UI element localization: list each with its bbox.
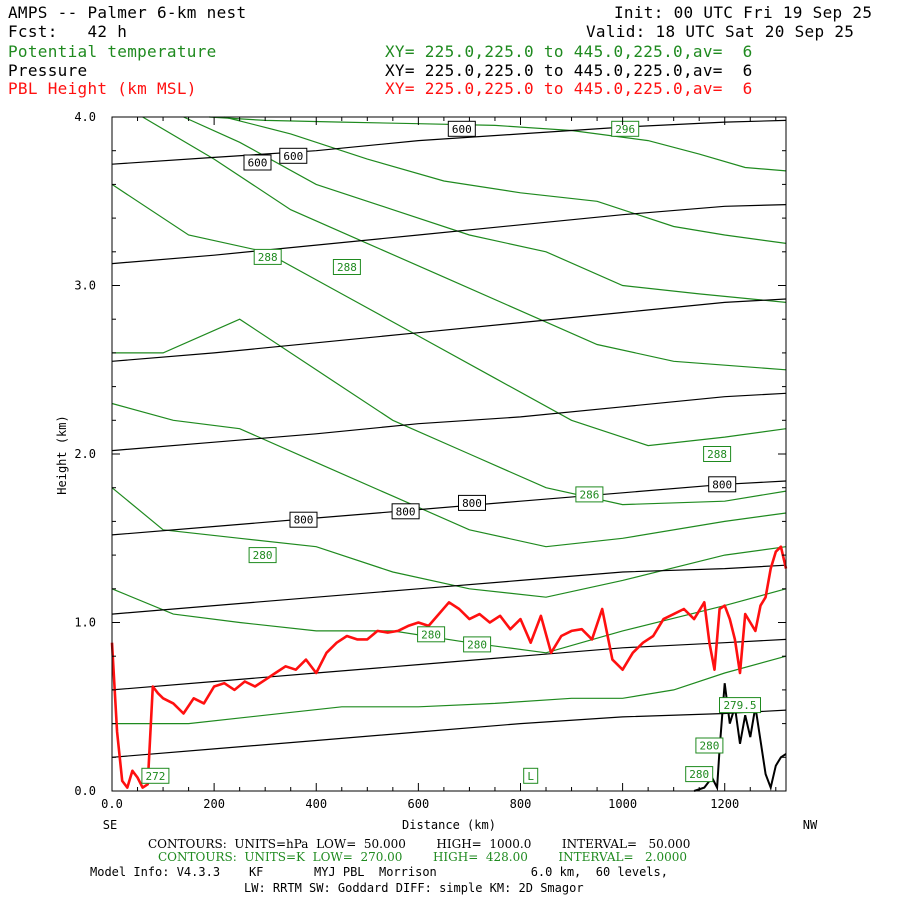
theta-label: 280: [421, 628, 441, 641]
field-theta-xy: XY= 225.0,225.0 to 445.0,225.0,av= 6: [385, 42, 753, 61]
theta-label-box: [695, 737, 724, 754]
field-pressure-xy: XY= 225.0,225.0 to 445.0,225.0,av= 6: [385, 61, 753, 80]
theta-contour-282: [111, 487, 787, 598]
pressure-label-box: [243, 154, 272, 171]
field-pressure-name: Pressure: [8, 61, 88, 80]
model-info: Model Info: V4.3.3 KF MYJ PBL Morrison 6…: [90, 865, 668, 879]
pressure-label: 800: [712, 478, 732, 491]
x-tick-label: 1000: [608, 797, 637, 811]
field-theta-name: Potential temperature: [8, 42, 217, 61]
axes-ticks: 0.0 200 400 600 800 1000 1200 0.0 1.0 2.0 3.0 4.0: [74, 110, 786, 811]
pressure-contours: [111, 119, 787, 758]
theta-contour-296: [208, 116, 787, 172]
theta-label: 288: [337, 261, 357, 274]
theta-contour-280: [111, 588, 787, 654]
pressure-label: 800: [462, 497, 482, 510]
x-tick-label: 1200: [710, 797, 739, 811]
theta-contour-284: [111, 402, 787, 548]
terrain-line: [693, 683, 787, 792]
theta-label: 280: [253, 549, 273, 562]
theta-label-box: [575, 486, 604, 503]
pressure-contour-650: [111, 204, 787, 265]
pressure-contour-750: [111, 392, 787, 452]
x-tick-label: 400: [305, 797, 327, 811]
valid-time: Valid: 18 UTC Sat 20 Sep 25: [586, 22, 855, 41]
theta-label-box: [463, 636, 492, 653]
theta-label-box: [523, 767, 539, 784]
theta-label-box: [332, 259, 361, 275]
contours-theta-info: CONTOURS: UNITS=K LOW= 270.00 HIGH= 428.…: [158, 850, 687, 864]
pressure-contour-600: [111, 119, 787, 165]
theta-label: 296: [615, 123, 635, 136]
init-time: Init: 00 UTC Fri 19 Sep 25: [614, 3, 873, 22]
theta-contour-288: [111, 183, 787, 447]
pressure-label-box: [708, 476, 737, 493]
pressure-label-box: [279, 147, 308, 164]
pressure-label-box: [447, 120, 476, 137]
pressure-label: 600: [248, 157, 268, 170]
pressure-label: 800: [294, 514, 314, 527]
theta-contour-294: [224, 116, 787, 244]
y-tick-label: 3.0: [74, 279, 96, 293]
terrain-profile: [693, 683, 787, 792]
pressure-label: 800: [396, 505, 416, 518]
physics-info: LW: RRTM SW: Goddard DIFF: simple KM: 2D…: [244, 881, 584, 895]
theta-label: 280: [689, 768, 709, 781]
field-pbl-xy: XY= 225.0,225.0 to 445.0,225.0,av= 6: [385, 79, 753, 98]
theta-contour-286: [112, 318, 787, 506]
pressure-contour-700: [111, 298, 787, 362]
forecast-hour: Fcst: 42 h: [8, 22, 128, 41]
pressure-label-box: [391, 503, 420, 520]
theta-label-box: [417, 626, 446, 643]
pressure-label-box: [289, 511, 318, 528]
pbl-height-line: [110, 545, 788, 789]
pressure-label-box: [458, 494, 486, 511]
pbl-height-series: [110, 545, 788, 789]
x-tick-label: 0.0: [101, 797, 123, 811]
y-tick-label: 0.0: [74, 784, 96, 798]
y-tick-label: 2.0: [74, 447, 96, 461]
theta-label-box: [141, 767, 170, 784]
theta-label: 272: [145, 770, 165, 783]
theta-label: 288: [707, 448, 727, 461]
theta-label: L: [527, 770, 534, 783]
field-pbl-name: PBL Height (km MSL): [8, 79, 197, 98]
theta-contours: [111, 116, 787, 725]
x-tick-label: 800: [510, 797, 532, 811]
theta-label-box: [703, 446, 732, 462]
theta-label-box: [248, 547, 277, 564]
theta-label-box: [253, 248, 282, 265]
theta-label: 280: [699, 740, 719, 753]
theta-contour-292: [183, 116, 787, 303]
theta-label: 280: [467, 638, 487, 651]
pressure-contour-900: [111, 638, 787, 691]
y-tick-label: 1.0: [74, 616, 96, 630]
contours-pressure-info: CONTOURS: UNITS=hPa LOW= 50.000 HIGH= 10…: [148, 837, 691, 851]
x-tick-label: 600: [408, 797, 430, 811]
theta-contour-290: [142, 116, 787, 371]
chart-title: AMPS -- Palmer 6-km nest: [8, 3, 247, 22]
x-axis-label: Distance (km): [402, 818, 496, 832]
theta-label-box: [719, 697, 761, 714]
right-end-label: NW: [803, 818, 818, 832]
contour-labels: 600 600 600 800 800 800 800 296 288 288 288 286 280 2…: [141, 120, 761, 784]
y-axis-label: Height (km): [55, 415, 69, 494]
theta-label-box: [685, 766, 714, 783]
theta-label-box: [611, 120, 640, 137]
theta-label: 288: [258, 251, 278, 264]
pressure-contour-800: [111, 480, 787, 536]
theta-label: 279.5: [723, 699, 756, 712]
x-tick-label: 200: [203, 797, 225, 811]
left-end-label: SE: [103, 818, 117, 832]
pressure-label: 600: [283, 150, 303, 163]
pressure-label: 600: [452, 123, 472, 136]
y-tick-label: 4.0: [74, 110, 96, 124]
pressure-contour-850: [111, 564, 787, 615]
pressure-contour-950: [111, 709, 787, 758]
theta-label: 286: [579, 488, 599, 501]
theta-contour-278: [112, 655, 787, 725]
